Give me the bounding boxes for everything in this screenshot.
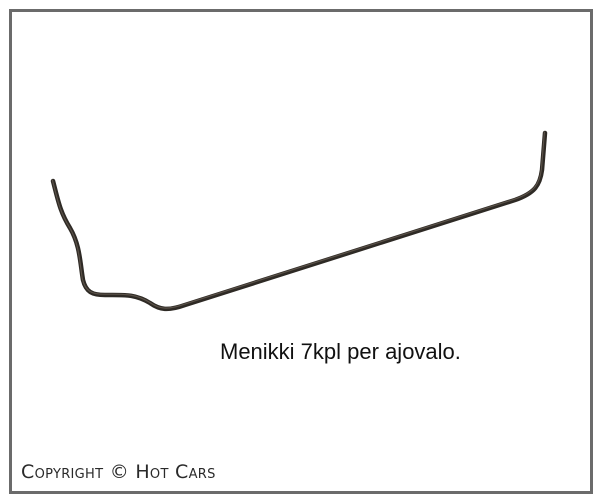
product-caption: Menikki 7kpl per ajovalo. (220, 339, 461, 364)
image-frame (9, 9, 593, 494)
copyright-notice: Copyright © Hot Cars (21, 461, 216, 483)
